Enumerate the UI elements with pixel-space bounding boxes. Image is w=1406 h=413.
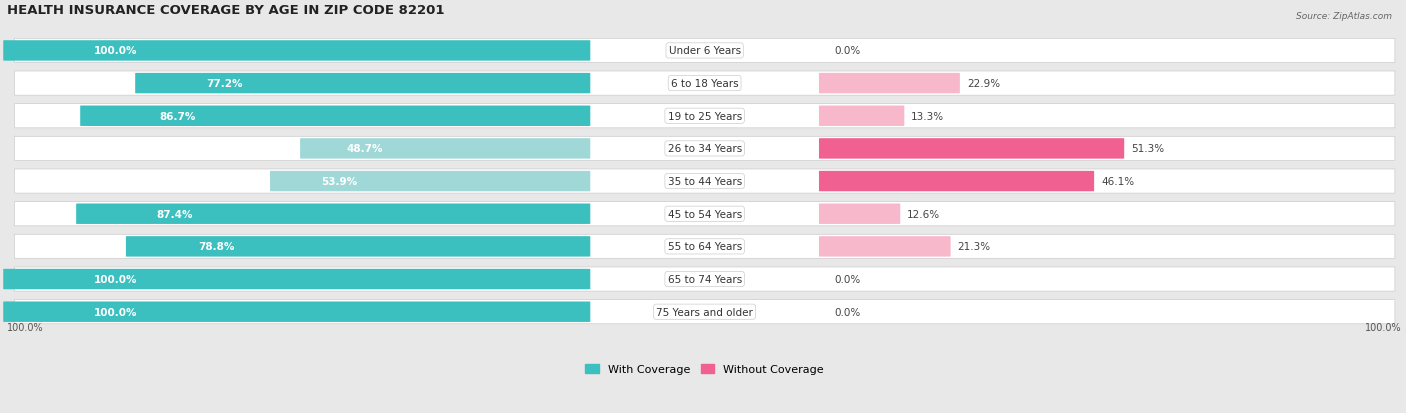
FancyBboxPatch shape: [3, 41, 591, 62]
Text: 19 to 25 Years: 19 to 25 Years: [668, 112, 742, 121]
Text: 77.2%: 77.2%: [207, 79, 243, 89]
Text: 78.8%: 78.8%: [198, 242, 235, 252]
FancyBboxPatch shape: [3, 269, 591, 290]
Text: 0.0%: 0.0%: [834, 307, 860, 317]
FancyBboxPatch shape: [818, 74, 960, 94]
FancyBboxPatch shape: [818, 237, 950, 257]
Text: 12.6%: 12.6%: [907, 209, 941, 219]
FancyBboxPatch shape: [818, 106, 904, 127]
FancyBboxPatch shape: [135, 74, 591, 94]
Text: 100.0%: 100.0%: [1365, 323, 1402, 332]
FancyBboxPatch shape: [80, 106, 591, 127]
FancyBboxPatch shape: [818, 139, 1125, 159]
FancyBboxPatch shape: [14, 104, 1395, 128]
Text: Under 6 Years: Under 6 Years: [669, 46, 741, 56]
Text: 46.1%: 46.1%: [1101, 177, 1135, 187]
FancyBboxPatch shape: [299, 139, 591, 159]
Text: Source: ZipAtlas.com: Source: ZipAtlas.com: [1296, 12, 1392, 21]
FancyBboxPatch shape: [818, 204, 900, 224]
Text: 86.7%: 86.7%: [160, 112, 195, 121]
Text: 75 Years and older: 75 Years and older: [657, 307, 754, 317]
Text: 0.0%: 0.0%: [834, 46, 860, 56]
FancyBboxPatch shape: [3, 302, 591, 322]
Text: 55 to 64 Years: 55 to 64 Years: [668, 242, 742, 252]
FancyBboxPatch shape: [76, 204, 591, 224]
Text: 51.3%: 51.3%: [1132, 144, 1164, 154]
Text: 100.0%: 100.0%: [7, 323, 44, 332]
FancyBboxPatch shape: [14, 72, 1395, 96]
FancyBboxPatch shape: [14, 235, 1395, 259]
FancyBboxPatch shape: [14, 300, 1395, 324]
Legend: With Coverage, Without Coverage: With Coverage, Without Coverage: [581, 360, 828, 379]
FancyBboxPatch shape: [14, 137, 1395, 161]
Text: 48.7%: 48.7%: [346, 144, 382, 154]
Text: 13.3%: 13.3%: [911, 112, 945, 121]
FancyBboxPatch shape: [14, 39, 1395, 63]
Text: HEALTH INSURANCE COVERAGE BY AGE IN ZIP CODE 82201: HEALTH INSURANCE COVERAGE BY AGE IN ZIP …: [7, 4, 444, 17]
FancyBboxPatch shape: [127, 237, 591, 257]
Text: 6 to 18 Years: 6 to 18 Years: [671, 79, 738, 89]
Text: 22.9%: 22.9%: [967, 79, 1000, 89]
Text: 35 to 44 Years: 35 to 44 Years: [668, 177, 742, 187]
FancyBboxPatch shape: [14, 202, 1395, 226]
Text: 0.0%: 0.0%: [834, 274, 860, 285]
Text: 87.4%: 87.4%: [156, 209, 193, 219]
FancyBboxPatch shape: [270, 171, 591, 192]
Text: 100.0%: 100.0%: [94, 274, 138, 285]
Text: 21.3%: 21.3%: [957, 242, 991, 252]
Text: 45 to 54 Years: 45 to 54 Years: [668, 209, 742, 219]
Text: 100.0%: 100.0%: [94, 307, 138, 317]
Text: 65 to 74 Years: 65 to 74 Years: [668, 274, 742, 285]
Text: 100.0%: 100.0%: [94, 46, 138, 56]
Text: 53.9%: 53.9%: [321, 177, 357, 187]
Text: 26 to 34 Years: 26 to 34 Years: [668, 144, 742, 154]
FancyBboxPatch shape: [14, 170, 1395, 194]
FancyBboxPatch shape: [14, 267, 1395, 292]
FancyBboxPatch shape: [818, 171, 1094, 192]
